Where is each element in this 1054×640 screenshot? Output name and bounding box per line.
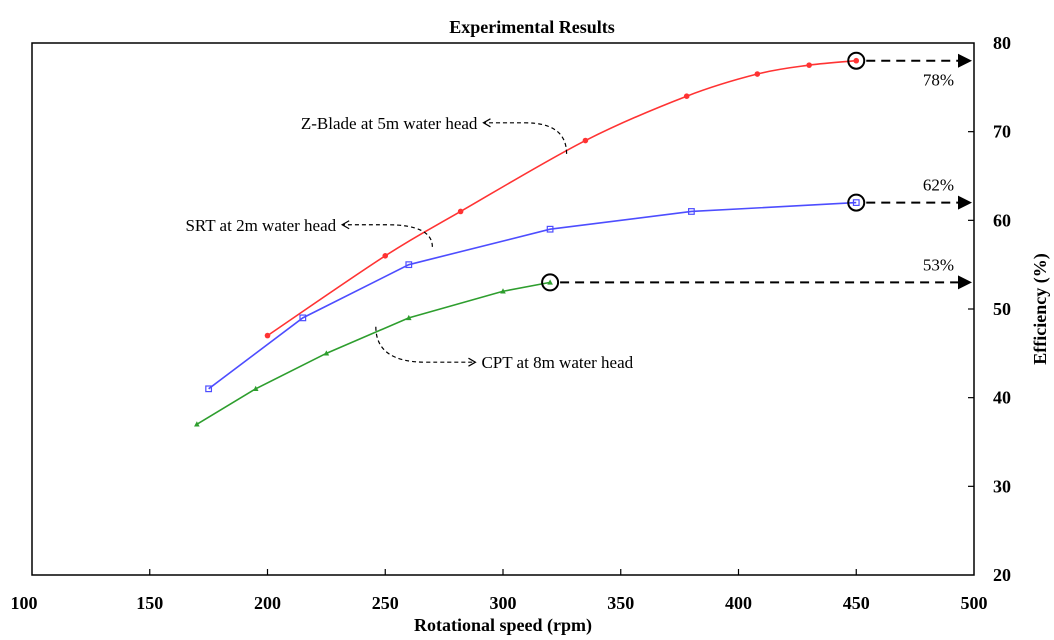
x-axis-label: Rotational speed (rpm) xyxy=(414,615,592,636)
series-layer xyxy=(194,57,860,427)
y-tick-label-60: 60 xyxy=(993,210,1011,230)
cpt-peak-circle xyxy=(541,273,560,292)
y-tick-label-40: 40 xyxy=(993,388,1011,408)
x-tick-label-500: 500 xyxy=(961,593,988,613)
srt-peak-arrowhead xyxy=(958,195,972,210)
srt-line xyxy=(208,201,857,390)
cpt-point-4 xyxy=(500,288,506,294)
z-blade-point-6 xyxy=(806,62,812,68)
cpt-point-3 xyxy=(406,314,412,321)
z-blade-point-4 xyxy=(683,93,690,99)
srt-peak-label: 62% xyxy=(923,176,954,195)
cpt-label-arrowhead xyxy=(468,357,477,367)
srt-point-4 xyxy=(687,208,695,215)
z-blade-line xyxy=(267,59,857,337)
z-blade-point-0 xyxy=(264,332,271,339)
srt-point-3 xyxy=(546,225,554,233)
y-axis: 20 30 40 50 60 70 80 xyxy=(968,33,1011,585)
y-tick-label-20: 20 xyxy=(993,565,1011,585)
annotation-layer: Z-Blade at 5m water head SRT at 2m water … xyxy=(185,114,633,372)
srt-label: SRT at 2m water head xyxy=(185,216,336,235)
z-blade-peak-label: 78% xyxy=(923,71,954,90)
cpt-peak-label: 53% xyxy=(923,255,954,274)
cpt-line xyxy=(196,281,551,425)
cpt-peak-arrowhead xyxy=(958,275,972,290)
x-tick-label-450: 450 xyxy=(843,593,870,613)
z-blade-peak-arrowhead xyxy=(958,53,972,68)
y-axis-label: Efficiency (%) xyxy=(1030,253,1051,364)
srt-point-1 xyxy=(299,314,307,322)
cpt-label-leader xyxy=(375,326,476,363)
srt-point-2 xyxy=(405,261,413,269)
cpt-point-2 xyxy=(323,350,330,356)
z-blade-point-1 xyxy=(382,253,389,259)
cpt-point-5 xyxy=(547,279,553,285)
srt-peak-circle xyxy=(847,193,866,212)
x-tick-label-400: 400 xyxy=(725,593,752,613)
srt-label-arrowhead xyxy=(340,220,350,230)
z-blade-point-2 xyxy=(457,208,464,215)
z-blade-label: Z-Blade at 5m water head xyxy=(301,114,478,133)
y-tick-label-80: 80 xyxy=(993,33,1011,53)
srt-point-5 xyxy=(852,199,860,207)
x-axis: 100 150 200 250 300 350 400 450 500 xyxy=(11,569,988,613)
z-blade-peak-circle xyxy=(847,51,866,70)
x-tick-label-100: 100 xyxy=(11,593,38,613)
srt-point-0 xyxy=(205,385,213,393)
y-tick-label-50: 50 xyxy=(993,299,1011,319)
z-blade-label-leader xyxy=(483,122,568,154)
chart-title: Experimental Results xyxy=(449,17,615,37)
cpt-label: CPT at 8m water head xyxy=(481,353,633,372)
x-tick-label-150: 150 xyxy=(136,593,163,613)
z-blade-label-arrowhead xyxy=(482,118,491,128)
cpt-point-0 xyxy=(194,421,200,427)
z-blade-point-3 xyxy=(582,137,589,144)
x-tick-label-350: 350 xyxy=(607,593,634,613)
cpt-point-1 xyxy=(252,385,259,391)
x-tick-label-300: 300 xyxy=(490,593,517,613)
z-blade-point-7 xyxy=(853,57,860,64)
peak-layer: 78% 62% 53% xyxy=(541,51,972,292)
x-tick-label-250: 250 xyxy=(372,593,399,613)
y-tick-label-70: 70 xyxy=(993,122,1011,142)
x-tick-label-200: 200 xyxy=(254,593,281,613)
y-tick-label-30: 30 xyxy=(993,476,1011,496)
z-blade-point-5 xyxy=(754,71,761,77)
